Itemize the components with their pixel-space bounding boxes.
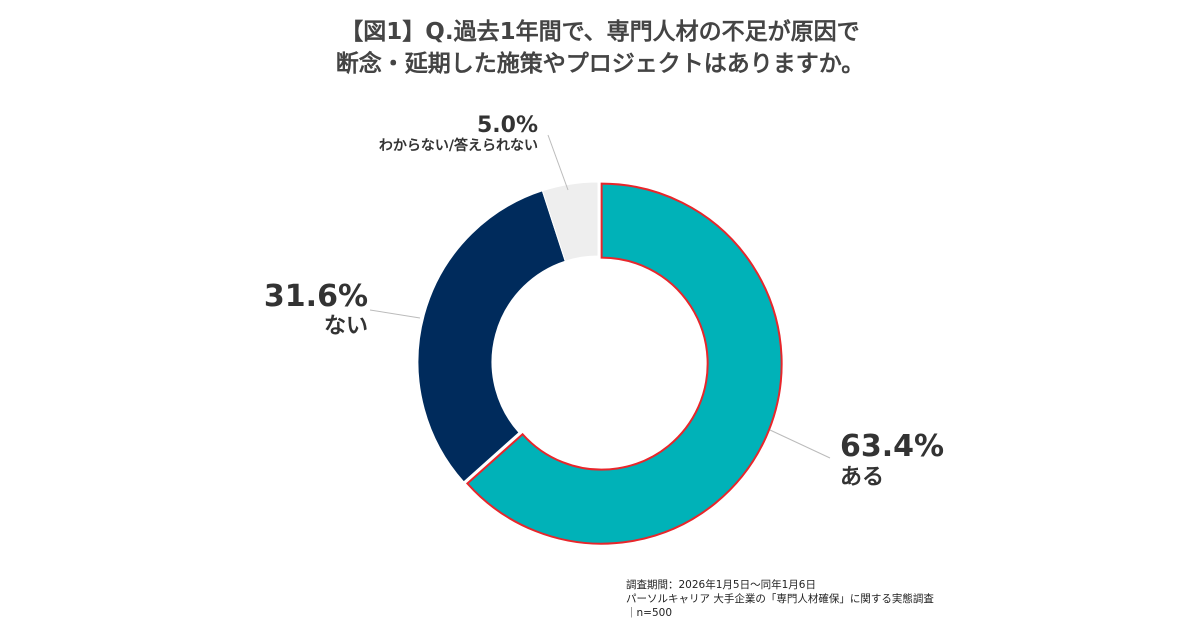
note-period: 調査期間：2026年1月5日～同年1月6日 bbox=[626, 579, 816, 591]
category-label-wakaranai: わからない/答えられない bbox=[379, 137, 538, 154]
category-label-nai: ない bbox=[324, 314, 368, 339]
title-line-1: 【図1】Q.過去1年間で、専門人材の不足が原因で bbox=[340, 19, 860, 45]
donut-slice-0 bbox=[465, 182, 783, 545]
note-survey: パーソルキャリア 大手企業の「専門人材確保」に関する実態調査 bbox=[626, 593, 934, 605]
donut-slice-2 bbox=[541, 181, 599, 262]
donut-slice-1 bbox=[417, 190, 566, 483]
value-label-nai: 31.6% bbox=[264, 279, 368, 314]
survey-note: 調査期間：2026年1月5日～同年1月6日 パーソルキャリア 大手企業の「専門人… bbox=[626, 578, 934, 620]
title-line-2: 断念・延期した施策やプロジェクトはありますか。 bbox=[335, 51, 865, 77]
leader-line-aru bbox=[769, 429, 831, 459]
leader-line-wakaranai bbox=[547, 134, 569, 191]
value-label-wakaranai: 5.0% bbox=[477, 113, 538, 138]
category-label-aru: ある bbox=[840, 465, 884, 490]
value-label-aru: 63.4% bbox=[840, 429, 944, 464]
leader-line-nai bbox=[369, 309, 421, 319]
note-sample: ｜n=500 bbox=[626, 607, 672, 619]
chart-title: 【図1】Q.過去1年間で、専門人材の不足が原因で 断念・延期した施策やプロジェク… bbox=[0, 16, 1200, 80]
